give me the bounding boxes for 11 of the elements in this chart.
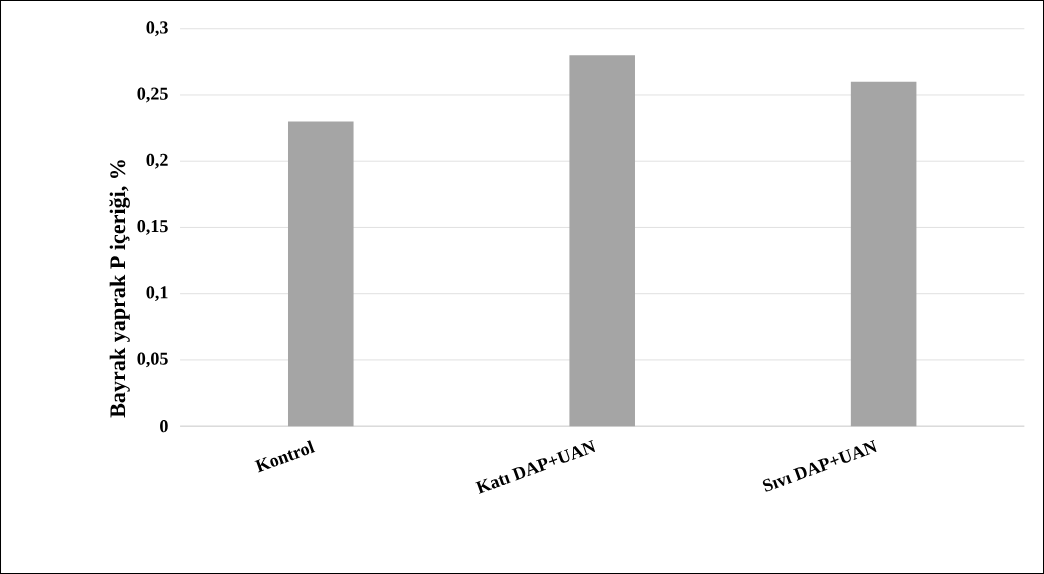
bar xyxy=(569,55,635,427)
y-tick-label: 0,3 xyxy=(146,21,168,37)
y-tick-label: 0,15 xyxy=(137,220,168,235)
y-tick-label: 0,1 xyxy=(146,286,168,302)
y-tick-label: 0,2 xyxy=(146,153,168,169)
y-tick-label: 0,05 xyxy=(137,352,168,368)
y-tick-label: 0 xyxy=(160,420,168,433)
bar xyxy=(850,81,917,427)
y-tick-label: 0,25 xyxy=(137,87,168,103)
bar xyxy=(287,121,354,427)
y-axis-title: Bayrak yaprak P içeriği, % xyxy=(109,160,130,418)
